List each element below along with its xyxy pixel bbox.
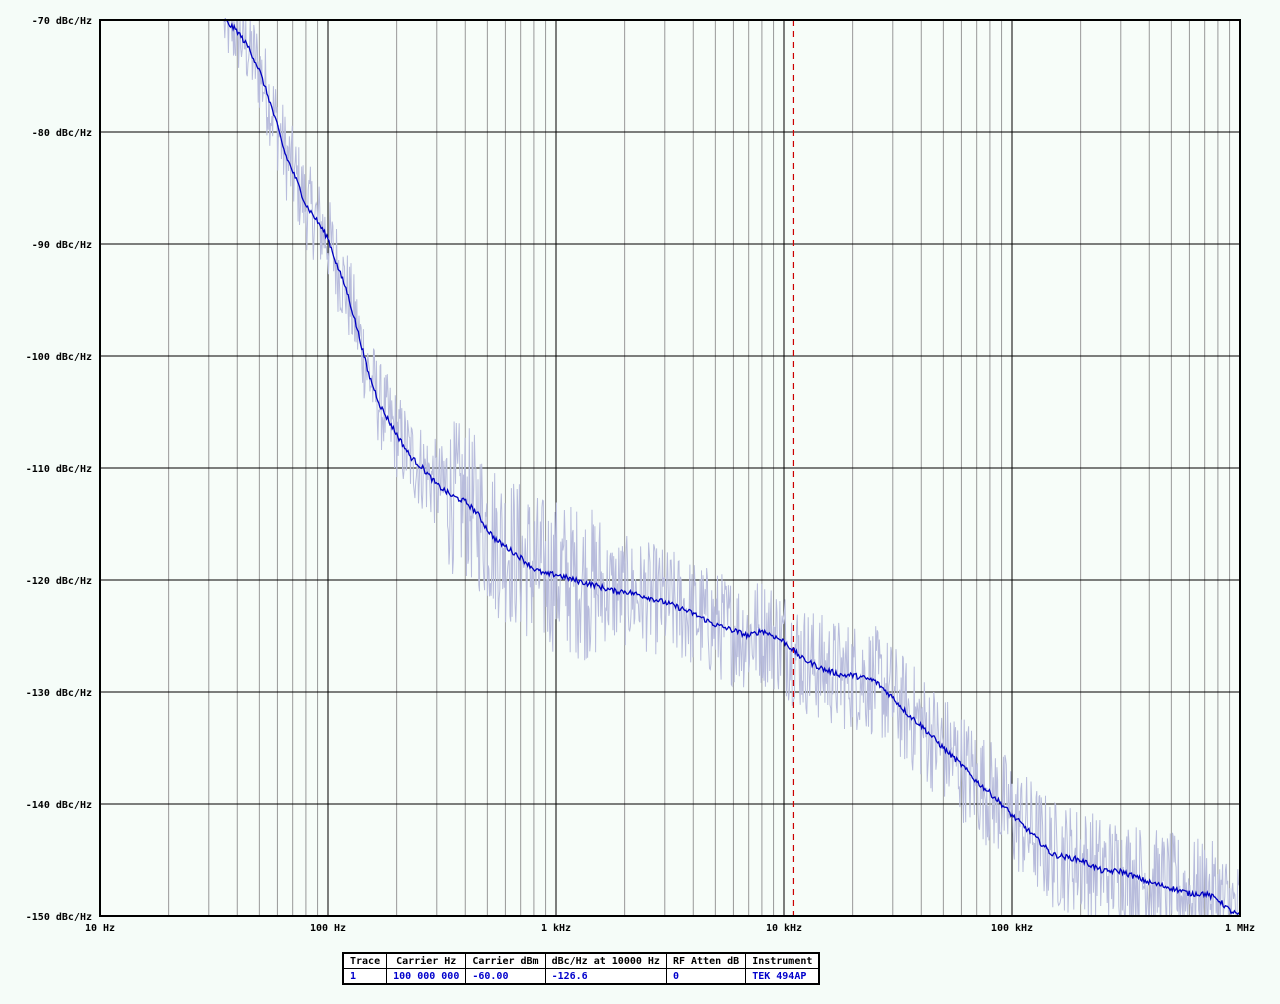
x-tick-label: 1 kHz [541, 923, 571, 934]
cell-carrier-dbm: -60.00 [465, 968, 546, 985]
header-carrier-dbm: Carrier dBm [465, 952, 546, 969]
info-table-header-row: Trace Carrier Hz Carrier dBm dBc/Hz at 1… [342, 952, 820, 969]
header-instrument: Instrument [745, 952, 820, 969]
header-trace: Trace [342, 952, 388, 969]
info-table: Trace Carrier Hz Carrier dBm dBc/Hz at 1… [342, 952, 821, 985]
y-tick-label: -150 dBc/Hz [26, 912, 92, 923]
x-tick-labels: 10 Hz 100 Hz 1 kHz 10 kHz 100 kHz 1 MHz [85, 923, 1255, 934]
y-tick-labels: -70 dBc/Hz -80 dBc/Hz -90 dBc/Hz -100 dBc/H… [26, 16, 92, 923]
header-dbc-at-offset: dBc/Hz at 10000 Hz [544, 952, 667, 969]
plot-frame [99, 19, 1241, 917]
x-tick-label: 100 kHz [991, 923, 1033, 934]
info-table-data-row: 1 100 000 000 -60.00 -126.6 0 TEK 494AP [342, 968, 820, 985]
cell-rf-atten: 0 [665, 968, 747, 985]
y-tick-label: -80 dBc/Hz [32, 128, 92, 139]
x-tick-label: 10 Hz [85, 923, 115, 934]
raw-trace-layer [223, 19, 1241, 918]
header-rf-atten: RF Atten dB [665, 952, 747, 969]
y-tick-label: -100 dBc/Hz [26, 352, 92, 363]
y-tick-label: -110 dBc/Hz [26, 464, 92, 475]
cell-dbc-at-offset: -126.6 [544, 968, 667, 985]
smoothed-trace-line [223, 18, 1241, 916]
y-tick-label: -130 dBc/Hz [26, 688, 92, 699]
y-tick-label: -140 dBc/Hz [26, 800, 92, 811]
raw-trace-line [223, 19, 1241, 918]
chart-svg: -70 dBc/Hz -80 dBc/Hz -90 dBc/Hz -100 dBc/H… [26, 16, 1255, 934]
y-tick-label: -70 dBc/Hz [32, 16, 92, 27]
x-tick-label: 1 MHz [1225, 923, 1255, 934]
y-tick-label: -90 dBc/Hz [32, 240, 92, 251]
cell-trace: 1 [342, 968, 388, 985]
x-tick-label: 100 Hz [310, 923, 346, 934]
smoothed-trace-layer [223, 18, 1241, 916]
header-carrier-hz: Carrier Hz [386, 952, 467, 969]
cell-carrier-hz: 100 000 000 [386, 968, 467, 985]
x-tick-label: 10 kHz [766, 923, 802, 934]
y-tick-label: -120 dBc/Hz [26, 576, 92, 587]
cell-instrument: TEK 494AP [745, 968, 820, 985]
